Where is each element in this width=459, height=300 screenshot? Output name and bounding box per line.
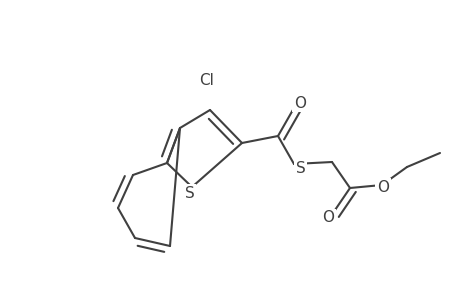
Text: O: O bbox=[376, 179, 388, 194]
Text: S: S bbox=[295, 160, 305, 175]
Text: S: S bbox=[185, 185, 195, 200]
Text: O: O bbox=[293, 95, 305, 110]
Text: O: O bbox=[321, 211, 333, 226]
Text: Cl: Cl bbox=[199, 73, 214, 88]
